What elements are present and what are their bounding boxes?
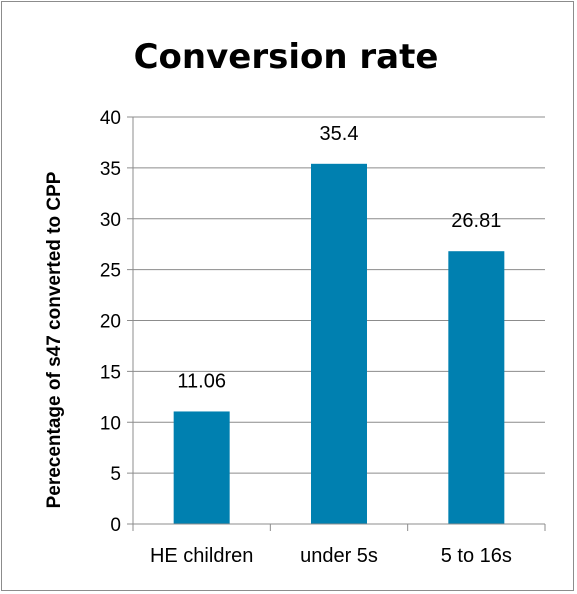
y-tick-label: 10	[100, 413, 121, 434]
category-label: under 5s	[300, 545, 378, 567]
y-tick-label: 35	[100, 159, 121, 180]
category-label: HE children	[150, 545, 253, 567]
axes	[127, 116, 546, 531]
y-tick-label: 25	[100, 261, 121, 282]
data-label: 11.06	[177, 370, 226, 392]
chart-title: Conversion rate	[134, 37, 439, 77]
category-label: 5 to 16s	[441, 545, 512, 567]
y-tick-label: 0	[110, 515, 121, 536]
y-tick-label: 5	[110, 464, 121, 485]
bars	[173, 163, 505, 524]
y-tick-label: 40	[100, 108, 121, 129]
data-labels: 11.06 35.4 26.81	[177, 123, 501, 393]
y-axis-label: Perecentage of s47 converted to CPP	[44, 171, 65, 508]
bar	[311, 163, 367, 524]
y-tick-label: 30	[100, 210, 121, 231]
y-tick-labels: 0 5 10 15 20 25 30 35 40	[100, 108, 121, 536]
y-tick-label: 20	[100, 312, 121, 333]
data-label: 26.81	[451, 210, 501, 232]
category-labels: HE children under 5s 5 to 16s	[150, 545, 512, 567]
data-label: 35.4	[320, 123, 359, 145]
bar	[448, 251, 505, 524]
bar	[173, 411, 230, 524]
y-tick-label: 15	[100, 362, 121, 383]
